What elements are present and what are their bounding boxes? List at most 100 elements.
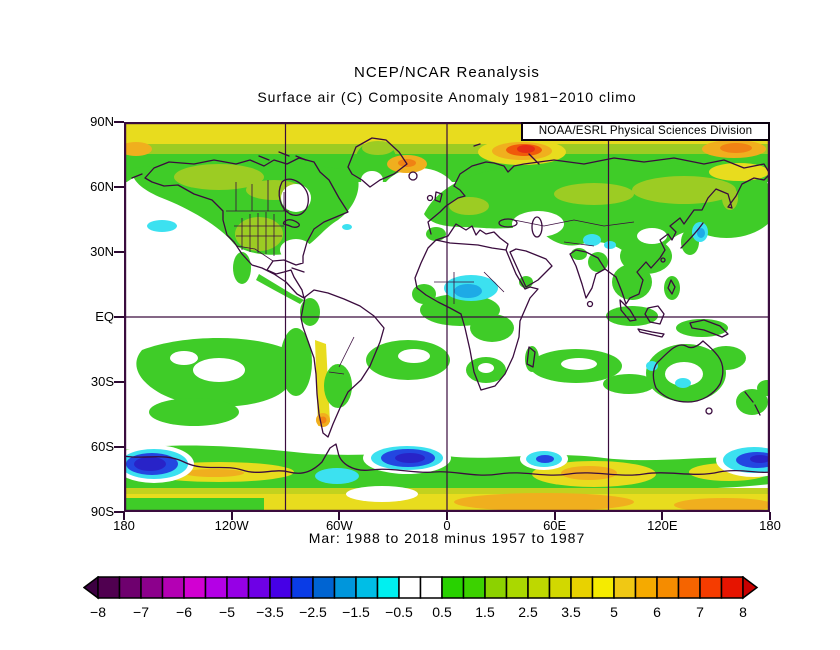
lat-label: 30N — [90, 244, 114, 259]
coast-java — [637, 328, 665, 338]
colorbar-cell — [226, 576, 250, 599]
coast-india — [569, 249, 606, 299]
colorbar-cell — [290, 576, 314, 599]
coast-mediterranean — [435, 223, 509, 251]
coast-tasmania — [705, 407, 713, 415]
us-interior-warm — [235, 217, 283, 251]
colorbar-tick-label: 2.5 — [518, 604, 538, 620]
colorbar-cell — [376, 576, 400, 599]
colorbar-cell — [140, 576, 164, 599]
colorbar-tick-label: −2.5 — [299, 604, 327, 620]
tibet-cool-spot — [583, 234, 601, 246]
lat-tick — [114, 316, 124, 318]
colorbar-cell — [183, 576, 207, 599]
coast-hudson-bay — [278, 178, 309, 216]
colorbar-tick-label: 0.5 — [432, 604, 452, 620]
colorbar-cell — [247, 576, 271, 599]
cold-pool-indian — [536, 455, 554, 463]
coast-black-sea — [498, 218, 518, 228]
colorbar-cell — [419, 576, 443, 599]
ne-siberia-hot — [709, 163, 769, 181]
lat-label: 60N — [90, 179, 114, 194]
cold-pool-far-east — [750, 455, 770, 463]
cold-pool-atlantic — [395, 453, 425, 463]
coast-south-america — [300, 289, 385, 438]
political-borders — [226, 180, 635, 375]
coast-philippines — [667, 279, 676, 295]
colorbar-tick-label: 1.5 — [475, 604, 495, 620]
australia-center-neutral — [665, 362, 703, 386]
southern-ocean-cold-pools — [124, 442, 770, 484]
sea-of-japan-cool-core — [697, 228, 705, 238]
east-africa-warm — [470, 314, 514, 342]
central-siberia-warm — [554, 183, 634, 205]
colorbar-cell — [720, 576, 744, 599]
coast-taiwan — [660, 257, 666, 263]
philippines-warm — [664, 276, 680, 300]
coast-eurasia-arctic — [453, 157, 770, 187]
kazakh-neutral — [512, 211, 564, 237]
colorbar-tick-label: −8 — [90, 604, 106, 620]
lat-label: 30S — [90, 374, 114, 389]
colorbar-cell — [677, 576, 701, 599]
colorbar-cell — [570, 576, 594, 599]
coast-north-america — [144, 157, 349, 299]
nw-atlantic-cool-spot — [342, 224, 352, 230]
colorbar-tick-label: 6 — [653, 604, 661, 620]
lat-label: 90S — [90, 504, 114, 519]
coast-japan — [680, 222, 704, 249]
coast-europe-west — [427, 185, 466, 235]
lon-label: 180 — [759, 518, 781, 533]
colorbar-cell — [118, 576, 142, 599]
lat-tick — [114, 186, 124, 188]
lon-label: 60E — [543, 518, 567, 533]
coast-uk — [434, 191, 443, 203]
colorbar-cell — [398, 576, 422, 599]
lat-label: 90N — [90, 114, 114, 129]
hudson-bay-neutral — [281, 184, 311, 212]
us-state-lines — [234, 212, 284, 256]
lon-label: 60W — [325, 518, 353, 533]
peninsula-cool — [315, 468, 359, 484]
south-america-borders — [328, 336, 355, 375]
composite-caption: Mar: 1988 to 2018 minus 1957 to 1987 — [308, 530, 586, 546]
colombia-warm — [300, 298, 320, 326]
colorbar-left-arrow — [83, 576, 99, 600]
mexico-west-warm — [233, 252, 251, 284]
coast-ireland — [426, 194, 434, 202]
lon-tick — [230, 512, 233, 520]
colorbar-tick-label: −3.5 — [256, 604, 284, 620]
coast-arabia — [509, 248, 553, 288]
lon-label: 120E — [647, 518, 678, 533]
midpacific-cool-spot — [147, 220, 177, 232]
coast-new-guinea — [689, 319, 729, 338]
central-america-warm — [256, 274, 304, 304]
south-indian-warm — [603, 374, 655, 394]
peru-chile-warm — [280, 328, 312, 396]
coast-greenland — [347, 137, 408, 188]
new-zealand-warm — [736, 389, 768, 415]
colorbar-cell — [312, 576, 336, 599]
lon-label: 180 — [113, 518, 135, 533]
colorbar-cell — [462, 576, 486, 599]
colorbar-cell — [355, 576, 379, 599]
lat-tick — [114, 446, 124, 448]
kamchatka-warm — [722, 186, 738, 210]
coast-australia — [652, 340, 724, 403]
west-australia-cool — [646, 361, 658, 371]
africa-borders — [434, 271, 505, 304]
tarim-neutral — [637, 228, 667, 244]
colorbar-right-arrow — [742, 576, 759, 600]
tibet-cool-spot2 — [604, 241, 616, 249]
colorbar-tick-label: 5 — [610, 604, 618, 620]
colorbar-cell — [269, 576, 293, 599]
coast-sumatra — [619, 299, 637, 322]
graticule — [124, 122, 770, 512]
colorbar-cell — [634, 576, 658, 599]
colorbar-tick-label: −0.5 — [385, 604, 413, 620]
colorbar-cell — [591, 576, 615, 599]
colorbar-tick-label: −5 — [219, 604, 235, 620]
coast-east-asia — [604, 173, 770, 305]
lat-tick — [114, 381, 124, 383]
